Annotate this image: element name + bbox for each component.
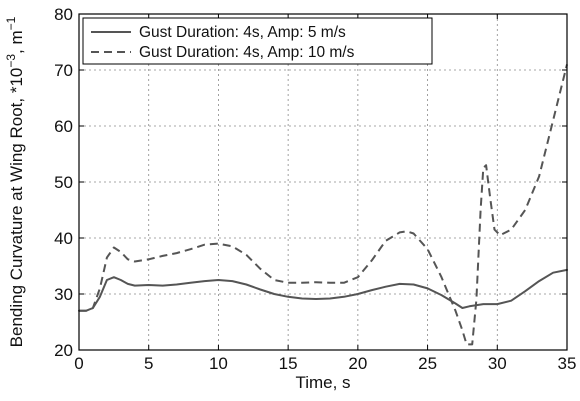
x-tick-label: 25: [418, 354, 437, 373]
y-tick-label: 70: [54, 61, 73, 80]
legend-label: Gust Duration: 4s, Amp: 10 m/s: [139, 44, 355, 61]
y-tick-label: 60: [54, 117, 73, 136]
y-axis-title-main: Bending Curvature at Wing Root, *10: [7, 68, 26, 348]
x-axis-title: Time, s: [295, 373, 350, 392]
grid: [79, 14, 567, 350]
y-tick-label: 20: [54, 341, 73, 360]
x-tick-label: 10: [209, 354, 228, 373]
series-line-1: [78, 268, 568, 312]
legend: Gust Duration: 4s, Amp: 5 m/s Gust Durati…: [82, 17, 433, 65]
x-tick-label: 5: [144, 354, 153, 373]
y-axis-title-unit-exponent: −1: [4, 16, 18, 30]
y-axis-title-suffix: , m: [7, 30, 26, 54]
x-tick-label: 20: [348, 354, 367, 373]
x-tick-label: 0: [74, 354, 83, 373]
x-tick-label: 30: [488, 354, 507, 373]
y-axis-title: Bending Curvature at Wing Root, *10−3, m…: [4, 16, 26, 347]
x-tick-label: 35: [558, 354, 577, 373]
y-tick-label: 50: [54, 173, 73, 192]
series-line-2: [79, 64, 568, 346]
y-tick-label: 80: [54, 5, 73, 24]
series-layer: [78, 64, 568, 346]
y-tick-label: 40: [54, 229, 73, 248]
x-tick-label: 15: [279, 354, 298, 373]
y-tick-label: 30: [54, 285, 73, 304]
y-axis-title-exponent: −3: [4, 54, 18, 68]
legend-box: [82, 17, 433, 65]
legend-label: Gust Duration: 4s, Amp: 5 m/s: [139, 24, 346, 41]
ticks: 0 5 10 15 20 25 30 35 20 30 40 50 60 70 80: [54, 5, 576, 373]
